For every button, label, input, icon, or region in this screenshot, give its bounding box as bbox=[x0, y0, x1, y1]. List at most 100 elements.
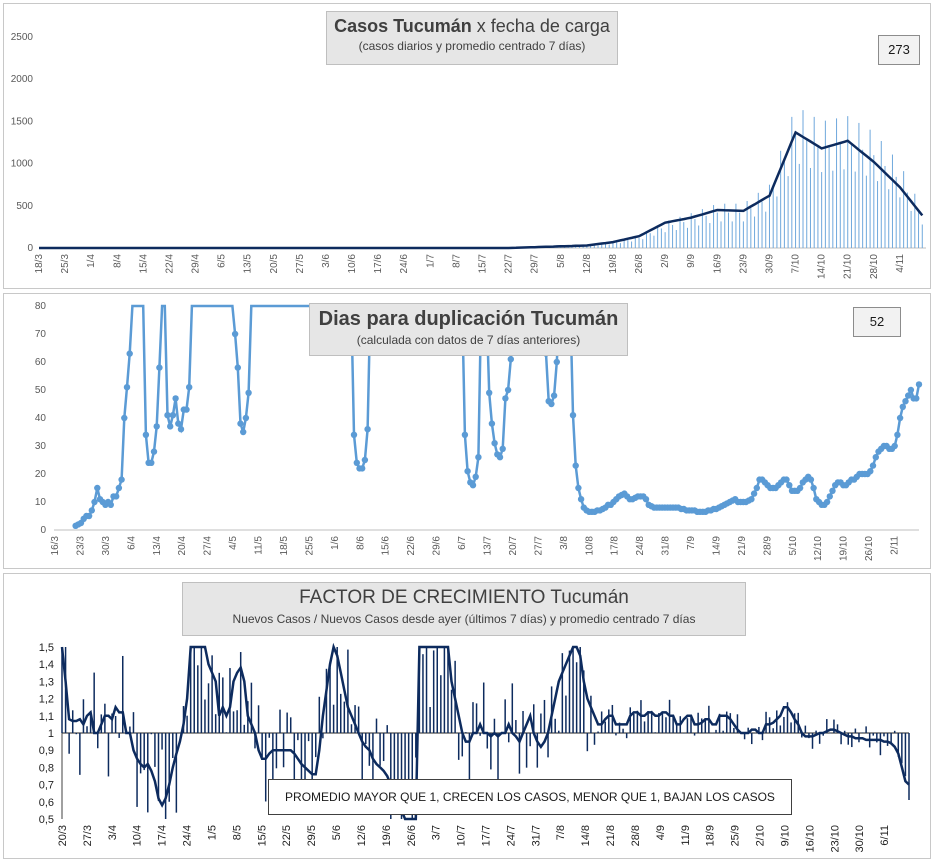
doubling-days-point bbox=[156, 364, 163, 371]
x-tick-label: 4/5 bbox=[228, 536, 239, 550]
doubling-days-point bbox=[113, 493, 120, 500]
x-tick-label: 24/6 bbox=[399, 254, 410, 274]
y-tick-label: 0,7 bbox=[39, 780, 54, 792]
doubling-days-point bbox=[891, 442, 898, 450]
x-tick-label: 19/10 bbox=[839, 536, 850, 561]
x-tick-label: 22/6 bbox=[406, 536, 417, 556]
y-tick-label: 70 bbox=[35, 329, 47, 340]
y-tick-label: 10 bbox=[35, 497, 47, 508]
y-tick-label: 1,4 bbox=[39, 659, 54, 671]
x-tick-label: 16/10 bbox=[804, 825, 816, 853]
x-tick-label: 31/8 bbox=[661, 536, 672, 556]
x-tick-label: 5/8 bbox=[556, 254, 567, 268]
doubling-days-point bbox=[783, 476, 790, 483]
y-tick-label: 20 bbox=[35, 469, 47, 480]
doubling-days-point bbox=[750, 490, 758, 497]
x-tick-label: 27/5 bbox=[295, 254, 306, 274]
doubling-days-point bbox=[896, 414, 904, 422]
x-tick-label: 17/8 bbox=[610, 536, 621, 556]
y-tick-label: 1,5 bbox=[39, 642, 54, 654]
doubling-days-point bbox=[242, 414, 250, 422]
doubling-days-point bbox=[464, 468, 471, 475]
y-tick-label: 1,2 bbox=[39, 694, 54, 706]
doubling-days-point bbox=[642, 496, 650, 503]
x-tick-label: 11/5 bbox=[254, 536, 265, 555]
x-tick-label: 20/5 bbox=[269, 254, 280, 274]
x-tick-label: 19/6 bbox=[381, 825, 393, 846]
x-tick-label: 28/10 bbox=[869, 254, 880, 279]
x-tick-label: 15/5 bbox=[256, 825, 268, 846]
x-tick-label: 25/9 bbox=[730, 825, 742, 846]
doubling-days-point bbox=[894, 431, 901, 438]
x-tick-label: 30/9 bbox=[764, 254, 775, 274]
x-tick-label: 27/7 bbox=[533, 536, 544, 556]
doubling-days-point bbox=[753, 484, 760, 492]
doubling-days-point bbox=[823, 498, 831, 506]
doubling-days-point bbox=[504, 386, 512, 394]
x-tick-label: 15/7 bbox=[478, 254, 489, 274]
doubling-days-point bbox=[172, 395, 179, 402]
doubling-days-point bbox=[786, 482, 793, 489]
chart-duplicacion-title-box: Dias para duplicación Tucumán (calculada… bbox=[309, 303, 628, 356]
doubling-days-point bbox=[186, 384, 193, 391]
x-tick-label: 22/7 bbox=[504, 254, 515, 274]
doubling-days-point bbox=[237, 420, 244, 427]
x-tick-label: 8/5 bbox=[231, 825, 243, 840]
x-tick-label: 2/11 bbox=[890, 536, 901, 555]
doubling-days-point bbox=[905, 392, 912, 399]
x-tick-label: 7/8 bbox=[555, 825, 567, 840]
chart-casos-svg: 0 500 1000 1500 2000 2500 18/3 25/3 1/4 8/4 15/4 22… bbox=[11, 32, 926, 279]
x-tick-label: 31/7 bbox=[530, 825, 542, 846]
doubling-days-point bbox=[231, 330, 239, 338]
x-tick-label: 13/5 bbox=[243, 254, 254, 274]
doubling-days-point bbox=[353, 459, 360, 466]
x-tick-label: 17/4 bbox=[157, 825, 169, 846]
x-tick-label: 26/8 bbox=[634, 254, 645, 274]
doubling-days-point bbox=[577, 496, 585, 503]
x-tick-label: 12/8 bbox=[582, 254, 593, 274]
x-tick-label: 3/8 bbox=[559, 536, 570, 550]
x-tick-label: 14/8 bbox=[580, 825, 592, 846]
x-tick-label: 15/6 bbox=[381, 536, 392, 556]
x-tick-label: 1/4 bbox=[86, 254, 97, 268]
doubling-days-point bbox=[121, 414, 128, 422]
doubling-days-point bbox=[475, 454, 482, 461]
y-tick-label: 60 bbox=[35, 357, 47, 368]
doubling-days-point bbox=[115, 484, 123, 492]
doubling-days-point bbox=[169, 412, 177, 419]
doubling-days-point bbox=[94, 484, 101, 492]
y-tick-label: 1,1 bbox=[39, 711, 54, 723]
x-tick-label: 11/9 bbox=[680, 825, 692, 846]
chart-casos-title-rest: x fecha de carga bbox=[471, 16, 610, 36]
doubling-days-point bbox=[550, 392, 558, 399]
x-tick-label: 1/7 bbox=[425, 254, 436, 268]
doubling-days-point bbox=[123, 384, 131, 391]
x-tick-label: 7/9 bbox=[686, 536, 697, 550]
doubling-days-point bbox=[472, 473, 479, 480]
doubling-days-point bbox=[496, 454, 504, 461]
y-tick-label: 30 bbox=[35, 441, 47, 452]
x-tick-label: 24/8 bbox=[635, 536, 646, 556]
doubling-days-point bbox=[361, 456, 369, 464]
x-tick-label: 10/6 bbox=[347, 254, 358, 274]
x-tick-label: 19/8 bbox=[608, 254, 619, 274]
y-tick-label: 50 bbox=[35, 385, 47, 396]
doubling-days-point bbox=[553, 358, 560, 366]
doubling-days-point bbox=[469, 482, 477, 489]
x-tick-label: 8/4 bbox=[112, 254, 123, 268]
x-tick-label: 8/7 bbox=[451, 254, 462, 268]
doubling-days-point bbox=[234, 364, 241, 371]
x-tick-label: 3/4 bbox=[107, 825, 119, 840]
doubling-days-point bbox=[350, 431, 358, 438]
x-tick-label: 9/9 bbox=[686, 254, 697, 268]
chart-factor-note: PROMEDIO MAYOR QUE 1, CRECEN LOS CASOS, … bbox=[268, 779, 792, 815]
doubling-days-point bbox=[807, 476, 815, 483]
x-tick-label: 6/11 bbox=[879, 825, 891, 846]
chart-duplicacion-value-badge: 52 bbox=[853, 307, 901, 337]
x-tick-label: 10/4 bbox=[132, 825, 144, 846]
doubling-days-point bbox=[502, 395, 509, 402]
x-tick-label: 21/10 bbox=[843, 254, 854, 279]
doubling-days-point bbox=[461, 431, 469, 438]
chart-factor-title-box: FACTOR DE CRECIMIENTO Tucumán Nuevos Cas… bbox=[182, 582, 746, 636]
doubling-days-point bbox=[867, 468, 874, 475]
